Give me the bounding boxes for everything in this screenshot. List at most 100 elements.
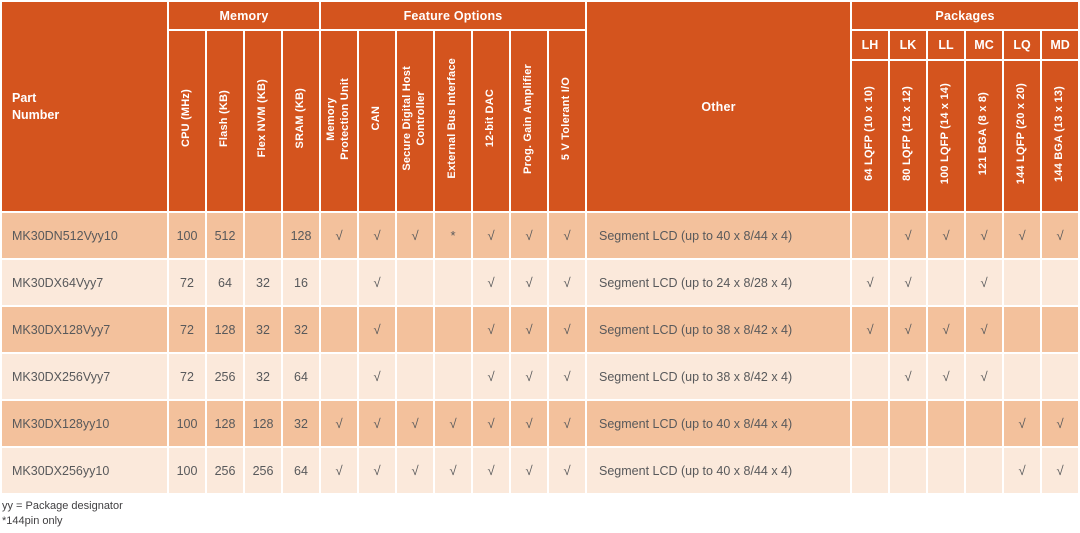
flash-cell: 128 bbox=[207, 401, 243, 446]
feat-sdhc-cell: √ bbox=[397, 401, 434, 446]
sram-cell: 32 bbox=[283, 307, 320, 352]
pkg-mc-cell bbox=[966, 448, 1003, 493]
pkg-lq-cell bbox=[1004, 354, 1041, 399]
package-code-lk: LK bbox=[890, 31, 927, 59]
package-name-lq-header: 144 LQFP (20 x 20) bbox=[1004, 61, 1041, 211]
package-name-md-label: 144 BGA (13 x 13) bbox=[1053, 85, 1066, 182]
pkg-lq-cell: √ bbox=[1004, 401, 1041, 446]
feature-options-group-header: Feature Options bbox=[321, 2, 586, 29]
cpu-mhz-label: CPU (MHz) bbox=[180, 89, 193, 148]
pga-label: Prog. Gain Amplifier bbox=[522, 63, 535, 174]
feat-dac-cell: √ bbox=[473, 401, 510, 446]
table-row: MK30DX256yy10 100 256 256 64 √ √ √ √ √ √… bbox=[2, 448, 1079, 493]
feat-ebi-cell bbox=[435, 307, 472, 352]
pkg-md-cell: √ bbox=[1042, 213, 1079, 258]
memory-group-header: Memory bbox=[169, 2, 320, 29]
flash-cell: 256 bbox=[207, 354, 243, 399]
flexnvm-cell: 128 bbox=[245, 401, 281, 446]
feat-can-cell: √ bbox=[359, 260, 396, 305]
cpu-cell: 72 bbox=[169, 260, 205, 305]
pkg-lh-cell: √ bbox=[852, 260, 889, 305]
flash-cell: 256 bbox=[207, 448, 243, 493]
package-name-ll-label: 100 LQFP (14 x 14) bbox=[939, 82, 952, 185]
mcu-selector-table: Part Number Memory Feature Options Other… bbox=[2, 2, 1079, 493]
part-number-cell: MK30DX256Vyy7 bbox=[2, 354, 167, 399]
pkg-lh-cell bbox=[852, 448, 889, 493]
feat-dac-cell: √ bbox=[473, 213, 510, 258]
feat-pga-cell: √ bbox=[511, 448, 548, 493]
feat-dac-cell: √ bbox=[473, 260, 510, 305]
pkg-lq-cell: √ bbox=[1004, 448, 1041, 493]
pkg-lq-cell bbox=[1004, 260, 1041, 305]
flash-cell: 512 bbox=[207, 213, 243, 258]
package-name-ll-header: 100 LQFP (14 x 14) bbox=[928, 61, 965, 211]
feat-sdhc-cell bbox=[397, 307, 434, 352]
feat-dac-cell: √ bbox=[473, 448, 510, 493]
feat-ebi-cell bbox=[435, 354, 472, 399]
pkg-ll-cell bbox=[928, 401, 965, 446]
feat-5v-cell: √ bbox=[549, 448, 586, 493]
feat-ebi-cell: √ bbox=[435, 401, 472, 446]
feat-pga-cell: √ bbox=[511, 354, 548, 399]
feat-mpu-cell bbox=[321, 354, 358, 399]
sdhc-header: Secure Digital Host Controller bbox=[397, 31, 434, 211]
package-code-md: MD bbox=[1042, 31, 1079, 59]
pkg-md-cell: √ bbox=[1042, 401, 1079, 446]
table-row: MK30DX128yy10 100 128 128 32 √ √ √ √ √ √… bbox=[2, 401, 1079, 446]
mpu-header: Memory Protection Unit bbox=[321, 31, 358, 211]
dac-label: 12-bit DAC bbox=[484, 89, 497, 148]
feat-pga-cell: √ bbox=[511, 401, 548, 446]
feat-can-cell: √ bbox=[359, 448, 396, 493]
part-number-cell: MK30DX128Vyy7 bbox=[2, 307, 167, 352]
part-number-cell: MK30DN512Vyy10 bbox=[2, 213, 167, 258]
feat-mpu-cell bbox=[321, 260, 358, 305]
flexnvm-kb-label: Flex NVM (KB) bbox=[256, 79, 269, 158]
pkg-lk-cell: √ bbox=[890, 260, 927, 305]
flexnvm-cell: 32 bbox=[245, 307, 281, 352]
package-name-md-header: 144 BGA (13 x 13) bbox=[1042, 61, 1079, 211]
feat-sdhc-cell: √ bbox=[397, 213, 434, 258]
feat-5v-cell: √ bbox=[549, 307, 586, 352]
pkg-md-cell bbox=[1042, 354, 1079, 399]
feat-sdhc-cell: √ bbox=[397, 448, 434, 493]
pkg-lh-cell bbox=[852, 213, 889, 258]
part-number-cell: MK30DX64Vyy7 bbox=[2, 260, 167, 305]
feat-can-cell: √ bbox=[359, 307, 396, 352]
sram-kb-label: SRAM (KB) bbox=[294, 88, 307, 149]
pkg-mc-cell: √ bbox=[966, 213, 1003, 258]
pga-header: Prog. Gain Amplifier bbox=[511, 31, 548, 211]
pkg-ll-cell: √ bbox=[928, 307, 965, 352]
pkg-lk-cell: √ bbox=[890, 354, 927, 399]
feat-can-cell: √ bbox=[359, 213, 396, 258]
flash-kb-label: Flash (KB) bbox=[218, 90, 231, 147]
other-header: Other bbox=[587, 2, 851, 211]
package-code-mc: MC bbox=[966, 31, 1003, 59]
cpu-cell: 100 bbox=[169, 401, 205, 446]
sram-cell: 128 bbox=[283, 213, 320, 258]
table-header: Part Number Memory Feature Options Other… bbox=[2, 2, 1079, 211]
feat-mpu-cell: √ bbox=[321, 401, 358, 446]
pkg-mc-cell: √ bbox=[966, 354, 1003, 399]
feat-pga-cell: √ bbox=[511, 213, 548, 258]
table-body: MK30DN512Vyy10 100 512 128 √ √ √ * √ √ √… bbox=[2, 213, 1079, 493]
sram-cell: 64 bbox=[283, 448, 320, 493]
footnotes: yy = Package designator *144pin only bbox=[0, 495, 1080, 529]
flexnvm-kb-header: Flex NVM (KB) bbox=[245, 31, 281, 211]
table-row: MK30DX64Vyy7 72 64 32 16 √ √ √ √ Segment… bbox=[2, 260, 1079, 305]
other-cell: Segment LCD (up to 24 x 8/28 x 4) bbox=[587, 260, 851, 305]
flash-cell: 128 bbox=[207, 307, 243, 352]
other-cell: Segment LCD (up to 40 x 8/44 x 4) bbox=[587, 401, 851, 446]
sram-cell: 64 bbox=[283, 354, 320, 399]
cpu-cell: 100 bbox=[169, 448, 205, 493]
flexnvm-cell: 32 bbox=[245, 260, 281, 305]
feat-pga-cell: √ bbox=[511, 260, 548, 305]
pkg-lk-cell bbox=[890, 448, 927, 493]
ebi-header: External Bus Interface bbox=[435, 31, 472, 211]
sram-cell: 16 bbox=[283, 260, 320, 305]
feat-can-cell: √ bbox=[359, 401, 396, 446]
dac-header: 12-bit DAC bbox=[473, 31, 510, 211]
cpu-cell: 72 bbox=[169, 354, 205, 399]
pkg-md-cell: √ bbox=[1042, 448, 1079, 493]
cpu-cell: 100 bbox=[169, 213, 205, 258]
table-row: MK30DN512Vyy10 100 512 128 √ √ √ * √ √ √… bbox=[2, 213, 1079, 258]
